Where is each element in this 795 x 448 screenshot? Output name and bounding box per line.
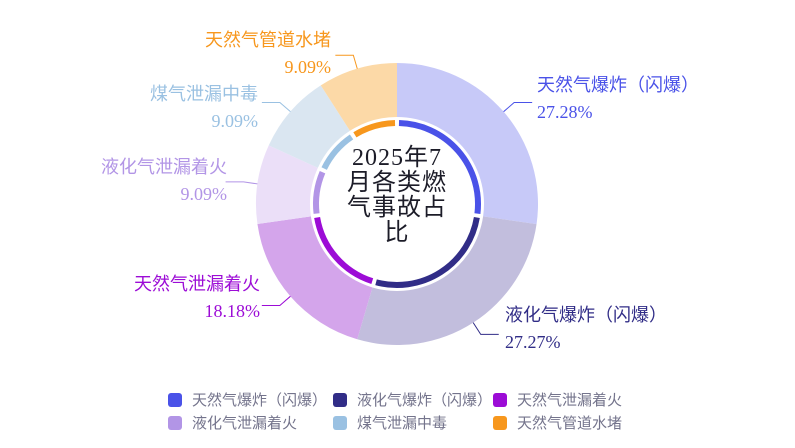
label-line-2 — [261, 295, 291, 306]
inner-ring-2 — [314, 216, 374, 284]
slice-label-percent: 9.09% — [284, 57, 332, 77]
slice-label-name: 液化气爆炸（闪爆） — [505, 305, 667, 325]
slice-label-0: 天然气爆炸（闪爆） 27.28% — [537, 72, 699, 126]
inner-ring-4 — [321, 134, 354, 170]
inner-ring-3 — [313, 170, 326, 214]
legend: 天然气爆炸（闪爆） 液化气爆炸（闪爆） 天然气泄漏着火液化气泄漏着火 煤气泄漏中毒 天然… — [168, 388, 663, 434]
inner-ring-5 — [353, 120, 396, 138]
slice-label-name: 液化气泄漏着火 — [101, 157, 227, 177]
inner-ring-0 — [398, 120, 481, 214]
pie-slice-2[interactable] — [257, 216, 373, 340]
legend-swatch — [168, 415, 182, 430]
legend-item-1[interactable]: 液化气爆炸（闪爆） — [333, 388, 493, 411]
legend-swatch — [333, 392, 347, 407]
legend-swatch — [493, 415, 507, 430]
pie-slice-0[interactable] — [397, 63, 539, 225]
label-line-0 — [503, 102, 533, 113]
slice-label-percent: 9.09% — [211, 111, 259, 131]
slice-label-name: 天然气管道水堵 — [205, 30, 331, 50]
slice-label-1: 液化气爆炸（闪爆） 27.27% — [505, 302, 667, 356]
chart-center-title: 2025年7 月各类燃 气事故占 比 — [336, 146, 458, 250]
legend-item-label: 天然气泄漏着火 — [517, 393, 623, 409]
legend-swatch — [493, 392, 507, 407]
label-line-5 — [335, 54, 358, 69]
legend-item-3[interactable]: 液化气泄漏着火 — [168, 411, 333, 434]
center-title-line: 气事故占 — [347, 195, 447, 221]
legend-item-2[interactable]: 天然气泄漏着火 — [493, 388, 663, 411]
pie-slice-5[interactable] — [320, 63, 397, 131]
slice-label-percent: 9.09% — [180, 184, 228, 204]
legend-item-label: 天然气爆炸（闪爆） — [192, 393, 328, 409]
slice-label-name: 煤气泄漏中毒 — [150, 84, 258, 104]
pie-slice-4[interactable] — [268, 85, 350, 168]
legend-item-label: 液化气泄漏着火 — [192, 416, 298, 432]
slice-label-4: 煤气泄漏中毒 9.09% — [150, 81, 258, 135]
legend-item-4[interactable]: 煤气泄漏中毒 — [333, 411, 493, 434]
slice-label-name: 天然气爆炸（闪爆） — [537, 75, 699, 95]
label-line-3 — [225, 181, 258, 185]
slice-label-percent: 27.28% — [537, 102, 593, 122]
legend-item-0[interactable]: 天然气爆炸（闪爆） — [168, 388, 333, 411]
legend-item-label: 液化气爆炸（闪爆） — [357, 393, 493, 409]
label-line-4 — [261, 101, 291, 113]
inner-ring-1 — [375, 217, 480, 288]
pie-slice-1[interactable] — [357, 216, 537, 346]
legend-item-label: 煤气泄漏中毒 — [357, 416, 448, 432]
center-title-line: 月各类燃 — [347, 170, 447, 196]
legend-swatch — [333, 415, 347, 430]
slice-label-percent: 18.18% — [204, 301, 261, 321]
center-title-line: 比 — [384, 220, 410, 246]
slice-label-2: 天然气泄漏着火 18.18% — [134, 271, 260, 325]
slice-label-3: 液化气泄漏着火 9.09% — [101, 154, 227, 208]
slice-label-percent: 27.27% — [505, 332, 561, 352]
label-line-1 — [472, 322, 499, 335]
slice-label-5: 天然气管道水堵 9.09% — [205, 27, 331, 81]
pie-slice-3[interactable] — [255, 145, 318, 225]
legend-item-5[interactable]: 天然气管道水堵 — [493, 411, 663, 434]
slice-label-name: 天然气泄漏着火 — [134, 274, 260, 294]
center-title-line: 2025年7 — [352, 145, 442, 171]
legend-swatch — [168, 392, 182, 407]
legend-item-label: 天然气管道水堵 — [517, 416, 623, 432]
